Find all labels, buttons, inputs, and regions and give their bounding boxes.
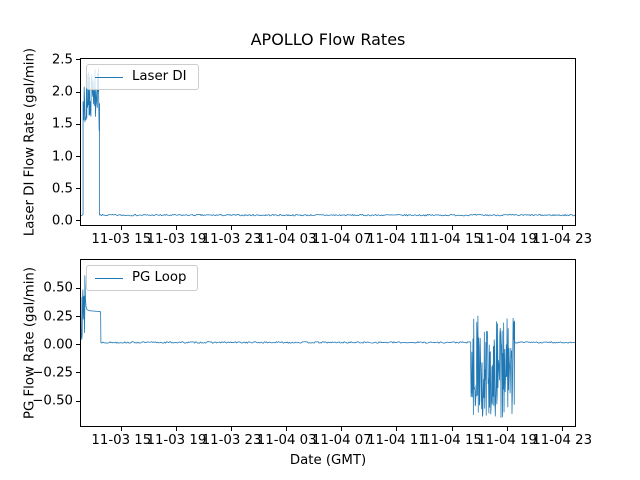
xtick-mark	[561, 427, 563, 431]
xtick-label: 11-03 15	[91, 433, 152, 448]
xtick-mark	[120, 226, 122, 230]
plot-area-pg-loop	[81, 275, 575, 418]
legend-laser-di: Laser DI	[86, 64, 199, 90]
x-axis-label: Date (GMT)	[289, 453, 367, 468]
legend-label-laser-di: Laser DI	[132, 69, 187, 84]
ytick-mark	[76, 156, 80, 157]
ytick-label: 2.0	[51, 84, 73, 100]
xtick-label: 11-04 23	[532, 232, 593, 247]
xtick-label: 11-03 15	[91, 232, 152, 247]
xtick-mark	[396, 427, 398, 431]
ytick-mark	[76, 287, 80, 289]
legend-line-sample	[95, 277, 123, 279]
ytick-label: −0.25	[32, 365, 73, 381]
xtick-label: 11-03 19	[146, 433, 207, 448]
xtick-label: 11-04 11	[366, 433, 427, 448]
ytick-mark	[76, 188, 80, 190]
xtick-mark	[231, 427, 233, 431]
xtick-mark	[396, 226, 398, 230]
ytick-label: −0.50	[32, 393, 73, 409]
xtick-mark	[286, 226, 288, 230]
ytick-mark	[76, 59, 80, 61]
series-line-pg-loop	[81, 275, 575, 418]
xtick-label: 11-04 15	[422, 232, 482, 247]
ytick-mark	[76, 316, 80, 317]
xtick-label: 11-04 11	[366, 232, 427, 247]
xtick-mark	[451, 226, 453, 230]
xtick-label: 11-04 23	[532, 433, 593, 448]
xtick-label: 11-04 19	[477, 433, 537, 448]
ytick-label: 0.25	[43, 309, 73, 324]
ytick-mark	[76, 372, 80, 374]
xtick-label: 11-03 19	[146, 232, 207, 247]
xtick-mark	[120, 427, 122, 431]
xtick-mark	[506, 427, 508, 431]
xtick-mark	[451, 427, 453, 431]
xtick-label: 11-03 23	[201, 232, 262, 247]
legend-line-sample	[95, 76, 123, 78]
legend-label-pg-loop: PG Loop	[132, 270, 187, 285]
ytick-label: 0.0	[51, 213, 73, 229]
ytick-label: 1.5	[51, 116, 73, 132]
figure-title: APOLLO Flow Rates	[250, 30, 406, 49]
legend-pg-loop: PG Loop	[86, 265, 199, 291]
xtick-label: 11-04 07	[311, 433, 372, 448]
y-axis-label-laser-di: Laser DI Flow Rate (gal/min)	[22, 47, 38, 237]
ytick-mark	[76, 220, 80, 222]
xtick-mark	[506, 226, 508, 230]
xtick-mark	[341, 226, 343, 230]
ytick-label: 0.00	[43, 337, 73, 353]
ytick-mark	[76, 123, 80, 125]
ytick-mark	[76, 344, 80, 346]
xtick-mark	[175, 427, 177, 431]
ytick-mark	[76, 91, 80, 93]
ytick-label: 0.5	[51, 181, 73, 197]
xtick-mark	[341, 427, 343, 431]
xtick-mark	[231, 226, 233, 230]
xtick-label: 11-04 07	[311, 232, 372, 247]
xtick-mark	[561, 226, 563, 230]
xtick-label: 11-04 15	[422, 433, 482, 448]
xtick-label: 11-03 23	[201, 433, 262, 448]
ytick-label: 1.0	[51, 149, 73, 164]
xtick-label: 11-04 03	[256, 433, 317, 448]
ytick-label: 0.50	[43, 280, 73, 296]
xtick-mark	[286, 427, 288, 431]
xtick-mark	[175, 226, 177, 230]
xtick-label: 11-04 19	[477, 232, 537, 247]
y-axis-label-pg-loop: PG Flow Rate (gal/min)	[22, 266, 38, 420]
series-line-laser-di	[81, 68, 575, 217]
ytick-mark	[76, 400, 80, 402]
xtick-label: 11-04 03	[256, 232, 317, 247]
plot-area-laser-di	[81, 68, 575, 217]
ytick-label: 2.5	[51, 52, 73, 68]
